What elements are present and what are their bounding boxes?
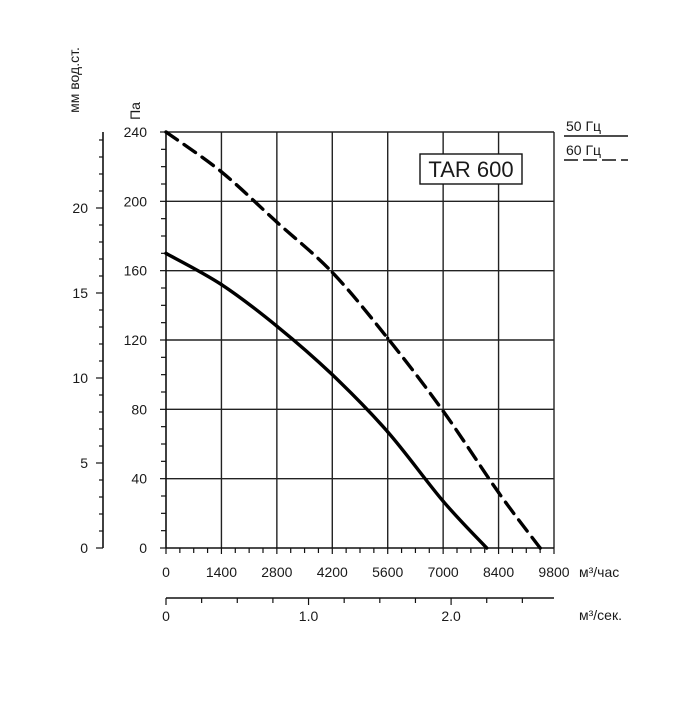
secondary-y-axis-title: мм вод.ст.	[66, 47, 82, 113]
curves-layer	[164, 130, 542, 550]
data-point-50hz	[219, 282, 224, 287]
secondary-x-axis-title: м³/сек.	[579, 607, 622, 623]
y-tick-label: 80	[131, 401, 147, 417]
y-axis-title: Па	[127, 102, 143, 120]
curve-60hz	[164, 130, 542, 550]
x-tick-label: 9800	[538, 564, 569, 580]
data-point-60hz	[275, 220, 279, 224]
x-tick-label: 0	[162, 564, 170, 580]
x-tick-label: 1400	[206, 564, 237, 580]
y2-tick-label: 0	[80, 540, 88, 556]
data-point-60hz	[386, 336, 390, 340]
x2-tick-label: 0	[162, 608, 170, 624]
y2-tick-label: 5	[80, 455, 88, 471]
data-point-60hz	[496, 490, 501, 495]
curve-50hz	[164, 251, 489, 550]
y-tick-label: 200	[124, 193, 148, 209]
legend-label-60hz: 60 Гц	[566, 142, 601, 158]
x-tick-label: 2800	[261, 564, 292, 580]
y2-tick-label: 15	[72, 285, 88, 301]
x2-tick-label: 1.0	[299, 608, 319, 624]
data-point-50hz	[485, 546, 489, 550]
x-tick-label: 4200	[317, 564, 348, 580]
data-point-60hz	[441, 409, 445, 413]
ticks-layer: 0 1400 2800 4200 5600 7000 8400 9800 0 40 80 120 160…	[72, 124, 569, 624]
y-tick-label: 240	[124, 124, 148, 140]
data-point-50hz	[441, 499, 445, 503]
y-tick-label: 160	[124, 263, 148, 279]
data-point-50hz	[164, 251, 168, 255]
chart-title-box	[419, 153, 523, 185]
data-point-50hz	[275, 324, 279, 328]
data-point-60hz	[164, 130, 168, 134]
y2-tick-label: 10	[72, 370, 88, 386]
y-tick-label: 120	[124, 332, 148, 348]
data-point-60hz	[538, 546, 542, 550]
grid-layer	[166, 131, 555, 548]
data-point-60hz	[330, 270, 334, 274]
data-point-50hz	[330, 373, 334, 377]
chart-title: TAR 600	[428, 157, 513, 182]
x-tick-label: 8400	[483, 564, 514, 580]
y-tick-label: 0	[139, 540, 147, 556]
y-tick-label: 40	[131, 471, 147, 487]
x2-tick-label: 2.0	[441, 608, 461, 624]
data-point-50hz	[386, 430, 390, 434]
y2-tick-label: 20	[72, 200, 88, 216]
x-tick-label: 5600	[372, 564, 403, 580]
x-axis-title: м³/час	[579, 564, 619, 580]
legend-label-50hz: 50 Гц	[566, 118, 601, 134]
data-point-60hz	[219, 170, 224, 174]
x-tick-label: 7000	[428, 564, 459, 580]
legend: 50 Гц 60 Гц	[564, 118, 628, 161]
